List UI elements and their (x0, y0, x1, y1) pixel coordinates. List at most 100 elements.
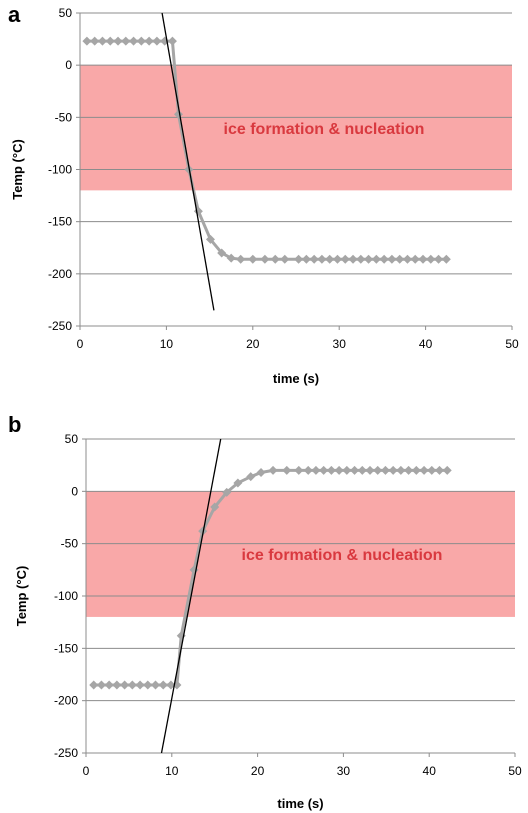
data-point (135, 680, 145, 690)
data-point (233, 478, 243, 488)
y-tick-label: -100 (54, 589, 78, 603)
chart-panel-b: b 50 0 -50 -100 -150 -200 -250 0 10 20 30 40 50 ice fo… (8, 412, 522, 811)
x-tick-label: 40 (419, 337, 433, 351)
data-point (150, 680, 160, 690)
x-tick-label: 30 (333, 337, 347, 351)
data-point (357, 465, 367, 475)
data-point (387, 254, 397, 264)
y-tick-label: 0 (65, 58, 72, 72)
x-tick-label: 30 (337, 764, 351, 778)
data-point (246, 472, 256, 482)
y-tick-label: -150 (48, 215, 72, 229)
data-point (82, 36, 92, 46)
x-tick-label: 10 (160, 337, 174, 351)
data-point (379, 254, 389, 264)
data-point (371, 254, 381, 264)
data-point (326, 465, 336, 475)
data-point (350, 465, 360, 475)
y-tick-label: -200 (48, 267, 72, 281)
data-point (395, 254, 405, 264)
data-point (193, 206, 203, 216)
data-point (210, 502, 220, 512)
data-point (404, 465, 414, 475)
data-point (112, 680, 122, 690)
data-point (303, 465, 313, 475)
data-point (136, 36, 146, 46)
data-point (104, 680, 114, 690)
data-point (442, 465, 452, 475)
data-point (317, 254, 327, 264)
data-point (105, 36, 115, 46)
data-point (426, 254, 436, 264)
data-point (270, 254, 280, 264)
y-tick-label: -100 (48, 163, 72, 177)
data-point (410, 254, 420, 264)
panel-letter: a (8, 2, 21, 27)
data-point (167, 36, 177, 46)
data-point (113, 36, 123, 46)
y-tick-label: -250 (54, 746, 78, 760)
y-tick-label: -150 (54, 641, 78, 655)
y-tick-label: 50 (65, 432, 79, 446)
fit-line (160, 438, 222, 754)
data-point (294, 465, 304, 475)
data-point (143, 680, 153, 690)
data-point (222, 487, 232, 497)
data-point (268, 465, 278, 475)
data-point (340, 254, 350, 264)
data-point (311, 465, 321, 475)
data-point (380, 465, 390, 475)
panel-letter: b (8, 412, 21, 437)
x-axis-label: time (s) (277, 796, 323, 811)
data-point (226, 253, 236, 263)
data-point (129, 36, 139, 46)
data-point (301, 254, 311, 264)
data-point (120, 680, 130, 690)
data-point (319, 465, 329, 475)
y-tick-label: 50 (59, 6, 73, 20)
data-point (280, 254, 290, 264)
data-point (441, 254, 451, 264)
data-point (90, 36, 100, 46)
x-tick-label: 50 (508, 764, 522, 778)
x-tick-label: 20 (246, 337, 260, 351)
data-point (144, 36, 154, 46)
data-point (256, 467, 266, 477)
data-point (388, 465, 398, 475)
data-point (332, 254, 342, 264)
data-point (342, 465, 352, 475)
y-tick-label: -50 (55, 110, 73, 124)
x-axis-label: time (s) (273, 371, 319, 386)
y-tick-label: -250 (48, 319, 72, 333)
data-point (365, 465, 375, 475)
data-point (427, 465, 437, 475)
y-tick-label: 0 (71, 484, 78, 498)
x-tick-label: 50 (505, 337, 519, 351)
data-point (348, 254, 358, 264)
data-point (419, 465, 429, 475)
data-point (434, 465, 444, 475)
x-tick-label: 0 (77, 337, 84, 351)
band-label: ice formation & nucleation (242, 547, 443, 564)
y-tick-label: -200 (54, 694, 78, 708)
data-point (396, 465, 406, 475)
data-point (294, 254, 304, 264)
data-point (236, 254, 246, 264)
data-point (364, 254, 374, 264)
data-point (217, 248, 227, 258)
data-point (434, 254, 444, 264)
y-tick-label: -50 (61, 537, 79, 551)
data-point (121, 36, 131, 46)
chart-panel-a: a 50 0 -50 -100 -150 -200 -250 0 10 20 30 40 50 ice fo… (8, 2, 519, 386)
x-tick-label: 10 (165, 764, 179, 778)
fit-line (161, 12, 215, 311)
data-point (260, 254, 270, 264)
data-point (205, 234, 215, 244)
data-point (127, 680, 137, 690)
data-point (325, 254, 335, 264)
data-point (411, 465, 421, 475)
data-point (96, 680, 106, 690)
data-point (89, 680, 99, 690)
y-axis-label: Temp (°C) (10, 139, 25, 200)
